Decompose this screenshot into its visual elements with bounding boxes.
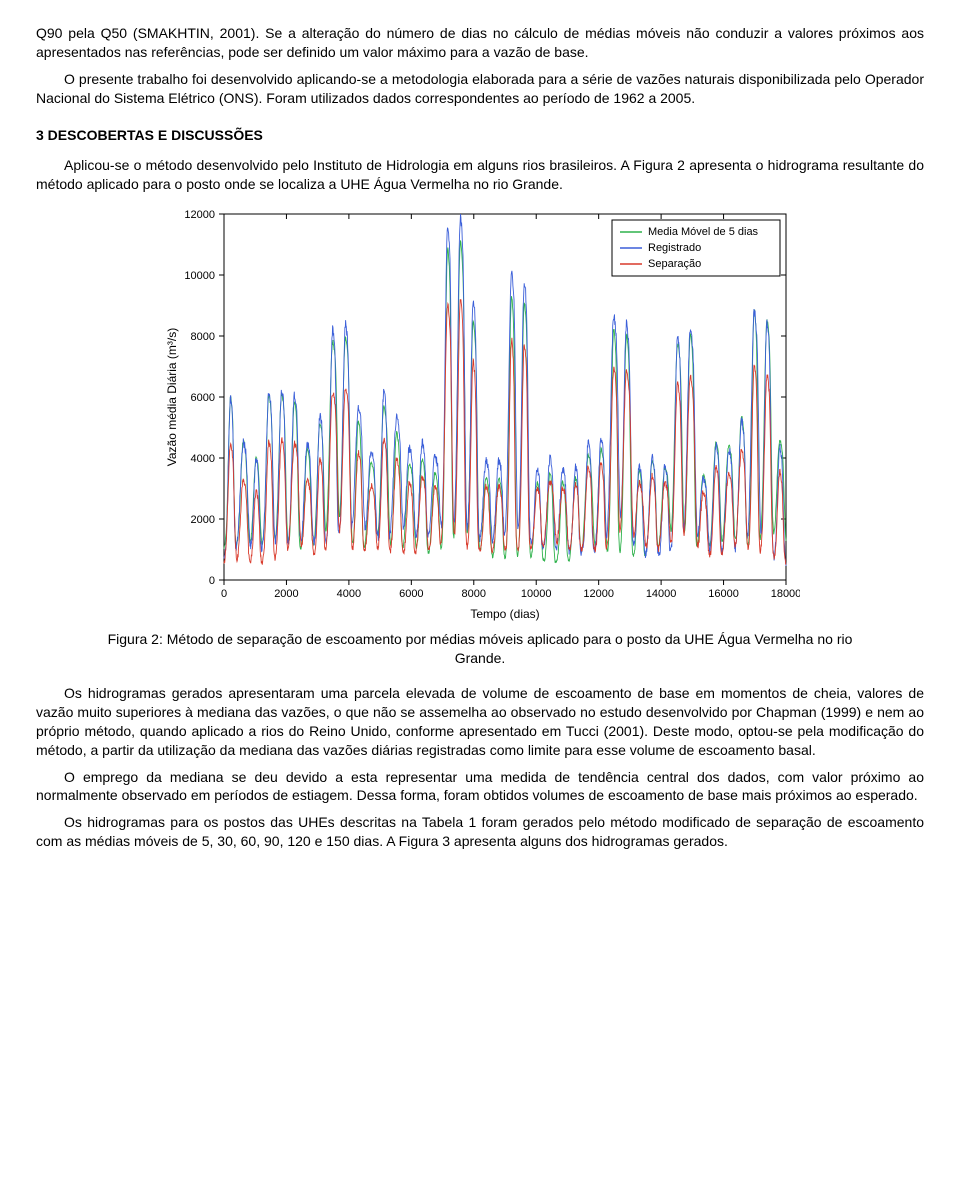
svg-text:14000: 14000 <box>646 588 677 600</box>
body-paragraph: O presente trabalho foi desenvolvido apl… <box>36 70 924 108</box>
svg-text:4000: 4000 <box>337 588 361 600</box>
svg-text:10000: 10000 <box>521 588 552 600</box>
svg-text:8000: 8000 <box>462 588 486 600</box>
svg-text:18000: 18000 <box>771 588 800 600</box>
body-paragraph: Q90 pela Q50 (SMAKHTIN, 2001). Se a alte… <box>36 24 924 62</box>
hydrograph-chart: 0 2000 4000 6000 8000 10000 12000 14000 16000 180… <box>160 204 800 624</box>
svg-text:4000: 4000 <box>191 453 215 465</box>
svg-text:16000: 16000 <box>708 588 739 600</box>
svg-text:Tempo (dias): Tempo (dias) <box>470 607 539 621</box>
svg-text:2000: 2000 <box>274 588 298 600</box>
body-paragraph: Aplicou-se o método desenvolvido pelo In… <box>36 156 924 194</box>
section-heading: 3 DESCOBERTAS E DISCUSSÕES <box>36 126 924 145</box>
svg-text:10000: 10000 <box>184 270 215 282</box>
svg-text:Vazão média Diária (m³/s): Vazão média Diária (m³/s) <box>165 328 179 466</box>
svg-text:12000: 12000 <box>184 209 215 221</box>
svg-text:0: 0 <box>209 575 215 587</box>
svg-text:12000: 12000 <box>583 588 614 600</box>
body-paragraph: Os hidrogramas para os postos das UHEs d… <box>36 813 924 851</box>
figure-caption: Figura 2: Método de separação de escoame… <box>90 630 870 668</box>
body-paragraph: O emprego da mediana se deu devido a est… <box>36 768 924 806</box>
svg-text:0: 0 <box>221 588 227 600</box>
svg-text:Registrado: Registrado <box>648 242 701 254</box>
body-paragraph: Os hidrogramas gerados apresentaram uma … <box>36 684 924 760</box>
svg-text:6000: 6000 <box>399 588 423 600</box>
svg-text:6000: 6000 <box>191 392 215 404</box>
svg-text:Separação: Separação <box>648 258 701 270</box>
chart-svg: 0 2000 4000 6000 8000 10000 12000 14000 16000 180… <box>160 204 800 624</box>
svg-text:Media Móvel de 5 dias: Media Móvel de 5 dias <box>648 226 759 238</box>
svg-text:8000: 8000 <box>191 331 215 343</box>
svg-text:2000: 2000 <box>191 514 215 526</box>
